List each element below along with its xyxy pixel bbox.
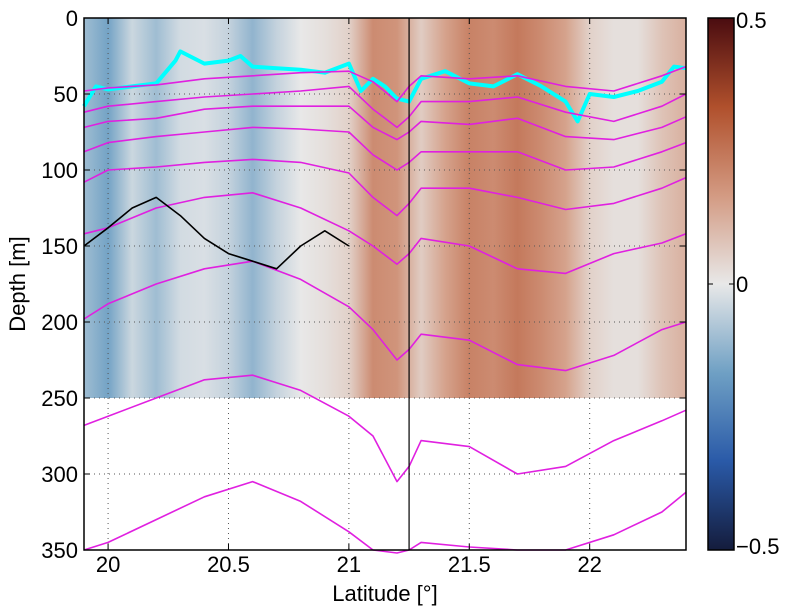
y-axis-label: Depth [m]	[5, 236, 30, 331]
axes-layer: 20 20.5 21 21.5 22 0 50 100 150 200 250 300 350	[41, 6, 687, 577]
y-tick-label: 50	[54, 82, 78, 107]
y-tick-label: 150	[41, 234, 78, 259]
y-tick-label: 200	[41, 310, 78, 335]
y-tick-label: 350	[41, 538, 78, 563]
colorbar-tick-label: 0	[736, 272, 748, 297]
isopycnal-line	[83, 260, 687, 372]
x-tick-label: 22	[577, 552, 601, 577]
colorbar-tick-label: 0.5	[736, 8, 767, 33]
y-tick-label: 100	[41, 158, 78, 183]
field-layer	[84, 18, 686, 398]
isopycnal-line	[83, 126, 687, 171]
y-tick-label: 0	[66, 6, 78, 31]
zero-contour-line	[83, 196, 350, 270]
isopycnal-line	[83, 158, 687, 217]
y-tick-label: 300	[41, 462, 78, 487]
isopycnal-line	[83, 480, 687, 554]
series-layer	[82, 49, 687, 554]
isopycnal-line	[83, 65, 687, 103]
colorbar-tick-label: −0.5	[736, 534, 779, 559]
colorbar: 0.5 0 −0.5	[707, 8, 779, 559]
plot-frame	[83, 17, 687, 551]
field-patch	[84, 18, 686, 398]
isopycnal-line	[83, 192, 687, 275]
y-tick-label: 250	[41, 386, 78, 411]
isopycnal-line	[83, 85, 687, 129]
isopycnal-line	[83, 105, 687, 141]
isopycnal-line	[83, 374, 687, 483]
x-tick-label: 20	[96, 552, 120, 577]
x-tick-label: 21	[337, 552, 361, 577]
x-tick-label: 20.5	[207, 552, 250, 577]
mixed-layer-line	[82, 49, 687, 124]
x-tick-label: 21.5	[448, 552, 491, 577]
x-axis-label: Latitude [°]	[332, 581, 437, 606]
